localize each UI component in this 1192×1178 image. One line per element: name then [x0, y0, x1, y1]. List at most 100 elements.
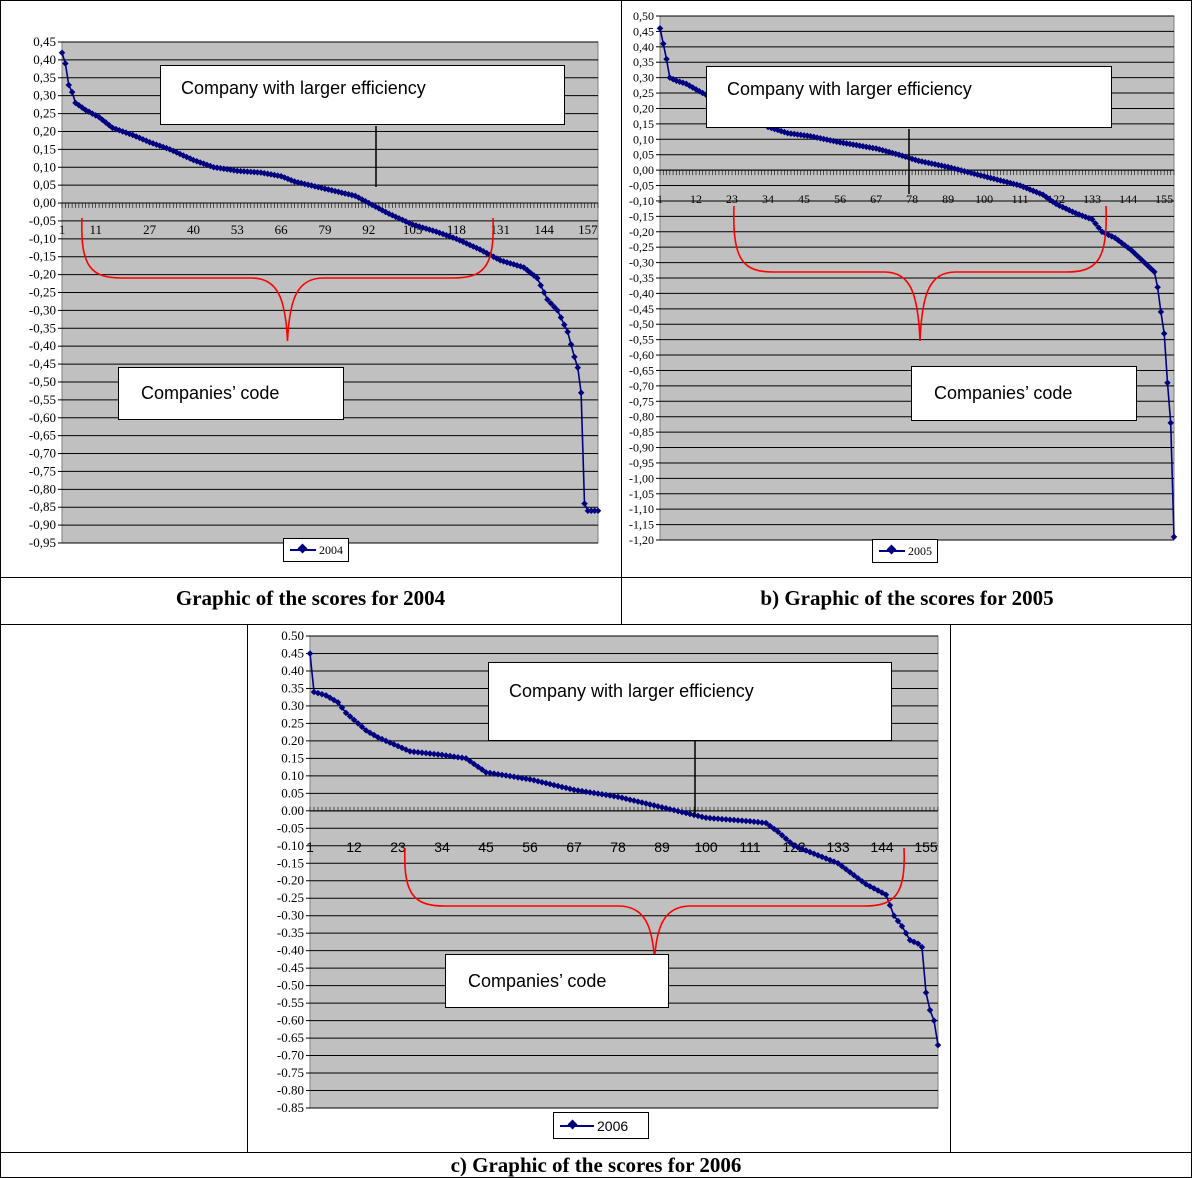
legend-line-marker: [290, 549, 316, 551]
y-tick-label: -0,05: [29, 213, 56, 228]
y-tick-label: -0,10: [29, 231, 56, 246]
data-point: [544, 296, 551, 303]
y-tick-label: 0.10: [281, 768, 304, 783]
y-tick-label: 0.30: [281, 698, 304, 713]
data-point: [574, 364, 582, 371]
y-tick-label: -0,70: [629, 379, 654, 393]
data-point: [550, 303, 558, 311]
y-tick-label: -0.55: [277, 995, 304, 1010]
data-point: [590, 789, 598, 797]
data-point: [778, 832, 786, 839]
y-tick-label: 0,50: [633, 9, 654, 23]
data-point: [754, 818, 762, 826]
data-point: [462, 755, 470, 762]
y-tick-label: 0,20: [33, 123, 56, 138]
y-tick-label: -0.60: [277, 1013, 304, 1028]
x-tick-label: 133: [826, 839, 850, 855]
brace-bracket: [733, 205, 1107, 342]
callout-codes-text: Companies’ code: [468, 970, 607, 991]
data-point: [718, 815, 726, 823]
data-point: [334, 699, 342, 706]
data-point: [774, 828, 782, 836]
y-tick-label: -0.15: [277, 855, 304, 870]
data-point: [518, 774, 526, 782]
data-point: [1170, 533, 1178, 541]
y-tick-label: -0.30: [277, 908, 304, 923]
x-tick-label: 45: [798, 192, 810, 206]
y-tick-label: -0,30: [629, 256, 654, 270]
data-point: [454, 753, 462, 761]
y-tick-label: -0,80: [29, 481, 56, 496]
data-point: [926, 1006, 934, 1014]
x-tick-label: 67: [566, 839, 582, 855]
data-point: [506, 772, 514, 780]
x-tick-label: 34: [434, 839, 450, 855]
x-tick-label: 78: [906, 192, 918, 206]
x-tick-label: 92: [362, 222, 375, 237]
data-point: [442, 752, 450, 759]
y-tick-label: -0.80: [277, 1083, 304, 1098]
y-tick-label: -0,40: [629, 286, 654, 300]
callout-codes-2004: Companies’ code: [118, 367, 344, 420]
legend-label: 2004: [319, 542, 343, 557]
y-tick-label: -0.45: [277, 960, 304, 975]
y-tick-label: 0,45: [33, 34, 56, 49]
y-tick-label: -0,15: [29, 249, 56, 264]
x-tick-label: 23: [726, 192, 738, 206]
data-point: [934, 1041, 942, 1049]
x-tick-label: 1: [657, 192, 663, 206]
y-tick-label: -1,00: [629, 471, 654, 485]
x-tick-label: 155: [914, 839, 938, 855]
y-tick-label: 0.20: [281, 733, 304, 748]
data-point: [850, 871, 858, 879]
y-tick-label: -0,85: [629, 425, 654, 439]
callout-codes-2006: Companies’ code: [445, 954, 669, 1008]
y-tick-label: -0.35: [277, 925, 304, 940]
data-point: [930, 1017, 938, 1024]
y-tick-label: -0,60: [29, 410, 56, 425]
y-tick-label: 0,15: [33, 141, 56, 156]
data-point: [430, 750, 438, 758]
x-tick-label: 118: [447, 222, 466, 237]
y-tick-label: -0,75: [629, 394, 654, 408]
data-point: [656, 25, 664, 32]
caption-2004-text: Graphic of the scores for 2004: [175, 586, 446, 610]
y-tick-label: 0.40: [281, 663, 304, 678]
x-tick-label: 1: [306, 839, 314, 855]
data-point: [914, 940, 922, 947]
callout-efficiency-2004: Company with larger efficiency: [160, 65, 565, 125]
legend-2006: 2006: [553, 1112, 649, 1139]
y-tick-label: -0,70: [29, 446, 56, 461]
data-point: [902, 929, 910, 937]
x-tick-label: 45: [478, 839, 494, 855]
y-tick-label: -0,50: [629, 317, 654, 331]
x-tick-label: 27: [143, 222, 157, 237]
data-point: [494, 771, 502, 778]
x-tick-label: 1: [59, 222, 66, 237]
y-tick-label: 0.00: [281, 803, 304, 818]
chart-2006-panel: 0.50 0.45 0.40 0.35 0.30 0.25 0.20 0.15 0.10 0.05…: [252, 628, 946, 1148]
y-tick-label: -0,95: [29, 535, 56, 550]
data-point: [738, 817, 746, 824]
callout-efficiency-2005: Company with larger efficiency: [706, 66, 1112, 128]
data-point: [846, 868, 854, 876]
data-point: [730, 816, 738, 824]
caption-2006-text: c) Graphic of the scores for 2006: [450, 1153, 742, 1177]
chart-2004-panel: 0,45 0,40 0,35 0,30 0,25 0,20 0,15 0,10 0,05 0,00…: [8, 6, 608, 566]
y-tick-label: -0,80: [629, 410, 654, 424]
y-tick-label: -0,40: [29, 338, 56, 353]
x-tick-label: 23: [390, 839, 406, 855]
brace-bracket: [81, 217, 494, 342]
y-tick-label: -1,20: [629, 533, 654, 547]
y-tick-label: -0,85: [29, 499, 56, 514]
y-tick-label: -0.25: [277, 890, 304, 905]
data-point: [746, 818, 754, 825]
data-point: [567, 341, 575, 348]
y-tick-label: -0,90: [629, 441, 654, 455]
legend-2005: 2005: [872, 539, 938, 563]
x-tick-label: 12: [690, 192, 702, 206]
y-tick-label: -0,35: [629, 271, 654, 285]
y-tick-label: 0.35: [281, 680, 304, 695]
y-tick-label: -1,10: [629, 502, 654, 516]
x-tick-label: 12: [346, 839, 362, 855]
